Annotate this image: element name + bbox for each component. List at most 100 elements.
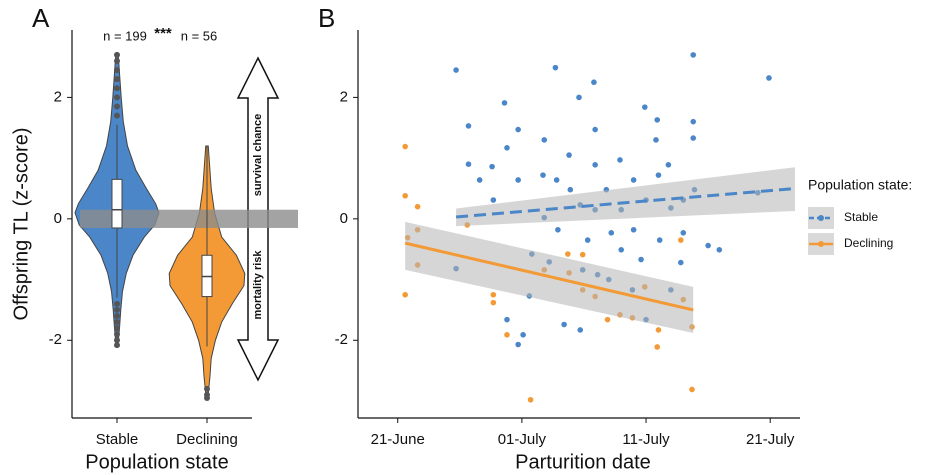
- panel-scatter: B -2 0 2 Parturition date 21-June 01-July 11-Ju…: [318, 3, 912, 473]
- y-tick-label: -2: [335, 331, 348, 348]
- point: [664, 161, 672, 169]
- y-tick-label: 2: [54, 88, 62, 105]
- outlier: [114, 76, 120, 83]
- point: [464, 160, 473, 168]
- point: [514, 340, 522, 349]
- outlier: [114, 337, 120, 344]
- reference-band: [80, 209, 298, 228]
- point: [679, 229, 687, 237]
- point: [576, 326, 584, 334]
- box: [111, 178, 123, 229]
- point: [603, 316, 612, 324]
- point: [677, 236, 685, 244]
- outlier: [114, 300, 120, 307]
- y-tick-label: 2: [340, 88, 348, 105]
- point: [551, 64, 560, 72]
- point: [575, 93, 583, 101]
- annotation: n = 199: [103, 28, 147, 43]
- point: [519, 331, 527, 339]
- x-tick-label: Stable: [96, 431, 139, 448]
- legend-dot: [818, 215, 824, 221]
- point: [591, 161, 599, 169]
- point: [413, 203, 422, 211]
- point: [688, 385, 696, 394]
- point: [654, 326, 663, 334]
- point: [401, 192, 409, 200]
- point: [401, 291, 409, 299]
- point: [617, 246, 625, 254]
- point: [566, 186, 574, 194]
- point: [526, 396, 535, 404]
- point: [553, 176, 561, 184]
- annotation: ***: [154, 25, 172, 42]
- point: [514, 125, 522, 134]
- point: [500, 99, 509, 107]
- point: [539, 171, 547, 179]
- point: [514, 176, 522, 184]
- x-axis-title: Population state: [85, 451, 228, 473]
- annotation: n = 56: [181, 28, 218, 43]
- point: [616, 156, 624, 164]
- point: [656, 236, 664, 244]
- x-tick-label: 11-July: [622, 431, 670, 448]
- x-tick-label: 01-July: [498, 431, 547, 448]
- point: [654, 171, 663, 179]
- legend-title: Population state:: [808, 177, 912, 193]
- fit-line: [455, 186, 796, 219]
- point: [579, 251, 587, 259]
- fit-line: [404, 241, 694, 312]
- outlier: [114, 342, 120, 349]
- point: [765, 74, 773, 82]
- outlier: [114, 331, 120, 338]
- outlier: [114, 112, 120, 119]
- point: [630, 176, 638, 184]
- outlier: [114, 67, 120, 74]
- point: [607, 229, 615, 237]
- outlier: [114, 312, 120, 319]
- outlier: [204, 385, 210, 392]
- point: [476, 176, 484, 184]
- point: [637, 255, 645, 264]
- point: [653, 343, 661, 351]
- panel-violin: A -2 0 2 Offspring TL (z-score) Population st…: [10, 3, 298, 473]
- point: [689, 118, 697, 126]
- point: [584, 236, 592, 244]
- outlier: [114, 103, 120, 110]
- outlier: [114, 51, 120, 58]
- panel-label: B: [318, 3, 335, 33]
- point: [715, 246, 723, 254]
- y-axis-title: Offspring TL (z-score): [10, 127, 32, 320]
- point: [488, 163, 496, 171]
- legend-dot: [818, 241, 824, 247]
- outlier: [204, 394, 210, 401]
- legend-label: Declining: [844, 236, 893, 250]
- point: [590, 78, 598, 86]
- point: [565, 151, 573, 159]
- point: [489, 196, 497, 204]
- point: [704, 241, 712, 250]
- point: [464, 122, 473, 130]
- confidence-band: [456, 167, 796, 227]
- point: [503, 316, 511, 324]
- legend-label: Stable: [844, 210, 878, 224]
- outlier: [114, 306, 120, 313]
- point: [564, 250, 572, 258]
- panel-label: A: [32, 3, 50, 33]
- point: [489, 291, 497, 299]
- x-axis-title: Parturition date: [515, 451, 651, 473]
- point: [503, 331, 511, 339]
- point: [401, 142, 409, 151]
- y-tick-label: -2: [49, 331, 62, 348]
- outlier: [114, 94, 120, 101]
- point: [653, 116, 661, 124]
- point: [503, 144, 511, 152]
- point: [560, 320, 568, 329]
- point: [452, 66, 460, 74]
- point: [630, 226, 638, 234]
- point: [652, 136, 660, 144]
- arrow-label: survival chance: [252, 114, 264, 197]
- arrow-label: mortality risk: [252, 250, 264, 320]
- point: [689, 51, 697, 59]
- point: [591, 125, 599, 134]
